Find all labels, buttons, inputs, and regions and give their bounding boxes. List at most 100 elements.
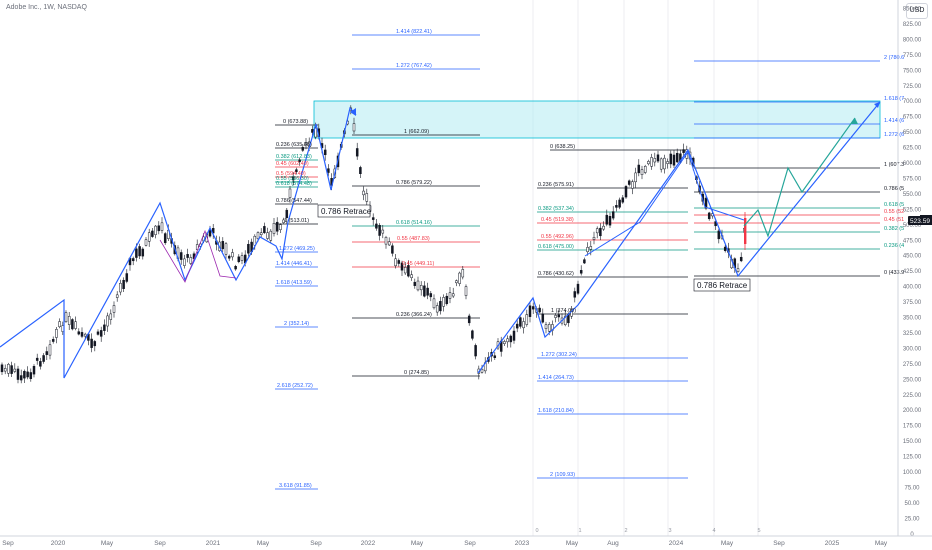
fib-level-label: 0.382 (537.34) bbox=[538, 206, 574, 212]
annotation-retrace-2024[interactable]: 0.786 Retrace bbox=[693, 278, 751, 292]
price-tick: 775.00 bbox=[903, 53, 922, 59]
fib-level-label: 0.45 (449.11) bbox=[402, 261, 434, 267]
fib-level-label: 0.55 (586.30) bbox=[276, 176, 309, 182]
fib-level-label: 0.618 (5 bbox=[884, 202, 904, 208]
annotation-label: 0.786 Retrace bbox=[697, 281, 748, 290]
fib-level-label: 0.236 (4 bbox=[884, 243, 904, 249]
session-marker: 2 bbox=[624, 528, 627, 534]
fib-level-label: 0 (673.88) bbox=[283, 119, 308, 125]
price-tick: 250.00 bbox=[903, 377, 922, 383]
time-tick: 2020 bbox=[51, 540, 66, 547]
fib-level-label: 0.45 (519.38) bbox=[541, 217, 574, 223]
price-tick: 50.00 bbox=[904, 501, 920, 507]
time-tick: 2025 bbox=[825, 540, 840, 547]
fib-level-label: 1.272 (469.25) bbox=[279, 246, 315, 252]
highlight-zone[interactable] bbox=[313, 100, 881, 139]
fib-level-label: 0.382 (612.83) bbox=[276, 154, 312, 160]
price-tick: 225.00 bbox=[903, 393, 922, 399]
fib-level-label: 1.618 (413.59) bbox=[276, 280, 312, 286]
time-tick: May bbox=[875, 540, 888, 547]
fib-level-label: 0.236 (366.24) bbox=[396, 312, 432, 318]
fib-level-label: 0.55 (52 bbox=[884, 209, 904, 215]
svg-text:523.59: 523.59 bbox=[910, 218, 930, 225]
price-tick: 425.00 bbox=[903, 269, 922, 275]
price-tick: 275.00 bbox=[903, 362, 922, 368]
fib-level-label: 0.55 (492.96) bbox=[541, 234, 574, 240]
fib-labels: 0 (673.88)0.236 (635.88)0.382 (612.83)0.… bbox=[276, 29, 904, 489]
fib-level-label: 0 (433.9 bbox=[884, 270, 904, 276]
time-tick: 2023 bbox=[515, 540, 530, 547]
fib-level-label: 0.618 (475.00) bbox=[538, 244, 574, 250]
fib-level-label: 0.786 (579.22) bbox=[396, 180, 432, 186]
session-marker: 4 bbox=[712, 528, 715, 534]
fib-level-label: 0.786 (5 bbox=[884, 186, 904, 192]
fib-level-label: 0.382 (5 bbox=[884, 226, 904, 232]
price-tick: 125.00 bbox=[903, 455, 922, 461]
price-tick: 475.00 bbox=[903, 238, 922, 244]
price-tick: 725.00 bbox=[903, 84, 922, 90]
time-tick: May bbox=[411, 540, 424, 547]
fib-level-label: 1.272 (767.42) bbox=[396, 63, 432, 69]
fib-level-label: 2 (352.14) bbox=[284, 321, 309, 327]
trend-drawings[interactable] bbox=[0, 101, 881, 379]
price-tick: 525.00 bbox=[903, 207, 922, 213]
symbol-title: Adobe Inc., 1W, NASDAQ bbox=[6, 4, 87, 11]
price-tick: 600.00 bbox=[903, 161, 922, 167]
time-tick: May bbox=[721, 540, 734, 547]
fib-level-label: 2 (780.6 bbox=[884, 55, 904, 61]
price-tick: 400.00 bbox=[903, 285, 922, 291]
price-tick: 325.00 bbox=[903, 331, 922, 337]
fib-level-label: 0.618 (514.16) bbox=[396, 220, 432, 226]
fib-level-label: 1.414 (264.73) bbox=[538, 375, 574, 381]
currency-button[interactable]: USD bbox=[906, 3, 928, 19]
session-marker: 1 bbox=[578, 528, 581, 534]
price-tick: 650.00 bbox=[903, 130, 922, 136]
session-marker: 5 bbox=[757, 528, 760, 534]
price-tick: 575.00 bbox=[903, 176, 922, 182]
price-tick: 825.00 bbox=[903, 22, 922, 28]
fib-level-label: 0.45 (51 bbox=[884, 217, 904, 223]
price-tick: 675.00 bbox=[903, 115, 922, 121]
fib-level-label: 1 (662.09) bbox=[404, 129, 429, 135]
price-tick: 550.00 bbox=[903, 192, 922, 198]
price-tick: 750.00 bbox=[903, 68, 922, 74]
session-marker: 0 bbox=[535, 528, 538, 534]
time-tick: Aug bbox=[607, 540, 619, 547]
time-tick: Sep bbox=[154, 540, 166, 547]
price-tick: 75.00 bbox=[904, 485, 920, 491]
fib-level-label: 0.786 (547.44) bbox=[276, 198, 312, 204]
price-tick: 625.00 bbox=[903, 146, 922, 152]
price-tick: 150.00 bbox=[903, 439, 922, 445]
candles bbox=[0, 105, 747, 384]
price-tick: 375.00 bbox=[903, 300, 922, 306]
annotation-label: 0.786 Retrace bbox=[321, 207, 372, 216]
time-tick: May bbox=[257, 540, 270, 547]
fib-level-label: 1 (374.00) bbox=[551, 308, 576, 314]
fib-level-label: 1.272 (302.24) bbox=[541, 352, 577, 358]
price-tick: 175.00 bbox=[903, 424, 922, 430]
fib-level-label: 1.414 (446.41) bbox=[276, 261, 312, 267]
price-tick: 0 bbox=[910, 532, 914, 538]
fib-level-label: 0.786 (430.62) bbox=[538, 271, 574, 277]
time-tick: Sep bbox=[464, 540, 476, 547]
time-tick: 2022 bbox=[361, 540, 376, 547]
fib-level-label: 1 (513.01) bbox=[284, 218, 309, 224]
fib-level-label: 3.618 (91.85) bbox=[279, 483, 312, 489]
fib-level-label: 1.414 (822.41) bbox=[396, 29, 432, 35]
price-tick: 100.00 bbox=[903, 470, 922, 476]
fib-level-label: 0.55 (487.83) bbox=[397, 236, 430, 242]
fib-level-label: 0.618 (574.48) bbox=[276, 181, 312, 187]
session-markers: 0 1 2 3 4 5 bbox=[535, 528, 760, 534]
fib-level-label: 2.618 (252.72) bbox=[277, 383, 313, 389]
fib-level-label: 0.5 (594.40) bbox=[276, 171, 306, 177]
price-tick: 700.00 bbox=[903, 99, 922, 105]
fib-level-label: 1.414 (6 bbox=[884, 118, 904, 124]
price-tick: 500.00 bbox=[903, 223, 922, 229]
price-axis[interactable]: 850.00 825.00 800.00 775.00 750.00 725.00 700.… bbox=[903, 7, 922, 538]
time-axis[interactable]: Sep 2020 May Sep 2021 May Sep 2022 May Sep 2023 May… bbox=[2, 540, 888, 547]
price-tick: 350.00 bbox=[903, 316, 922, 322]
annotation-retrace-2021[interactable]: 0.786 Retrace bbox=[317, 204, 372, 218]
price-tick: 25.00 bbox=[904, 516, 920, 522]
chart-grid bbox=[532, 0, 759, 536]
